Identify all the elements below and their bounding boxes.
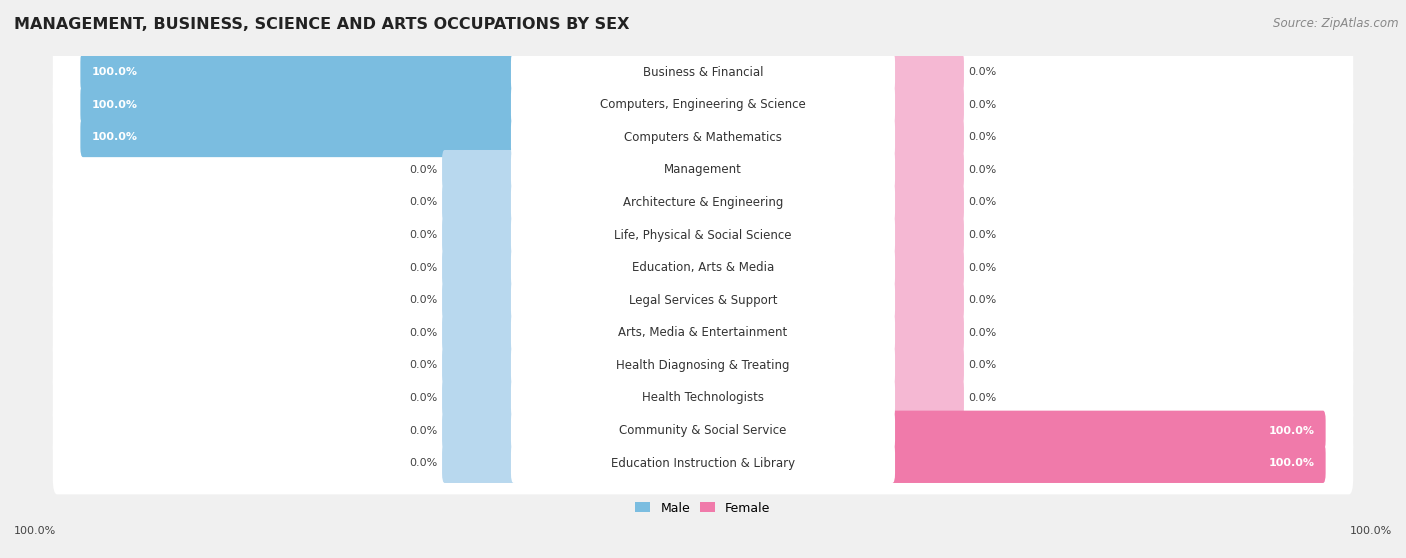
Text: 0.0%: 0.0%: [969, 360, 997, 371]
FancyBboxPatch shape: [441, 313, 516, 353]
FancyBboxPatch shape: [510, 52, 896, 92]
Text: 0.0%: 0.0%: [409, 295, 437, 305]
FancyBboxPatch shape: [510, 411, 896, 450]
Text: Education Instruction & Library: Education Instruction & Library: [612, 456, 794, 470]
FancyBboxPatch shape: [53, 41, 1353, 103]
Text: 100.0%: 100.0%: [1350, 526, 1392, 536]
FancyBboxPatch shape: [890, 280, 965, 320]
Text: 0.0%: 0.0%: [969, 263, 997, 273]
Text: Community & Social Service: Community & Social Service: [619, 424, 787, 437]
FancyBboxPatch shape: [441, 411, 516, 450]
FancyBboxPatch shape: [890, 182, 965, 222]
Text: 0.0%: 0.0%: [969, 230, 997, 240]
FancyBboxPatch shape: [890, 85, 965, 124]
FancyBboxPatch shape: [53, 74, 1353, 136]
Text: 0.0%: 0.0%: [409, 360, 437, 371]
FancyBboxPatch shape: [890, 215, 965, 255]
FancyBboxPatch shape: [441, 182, 516, 222]
FancyBboxPatch shape: [890, 443, 1326, 483]
Text: 0.0%: 0.0%: [969, 132, 997, 142]
Text: 100.0%: 100.0%: [91, 132, 138, 142]
FancyBboxPatch shape: [510, 248, 896, 287]
FancyBboxPatch shape: [890, 52, 965, 92]
Text: Life, Physical & Social Science: Life, Physical & Social Science: [614, 229, 792, 242]
Text: Legal Services & Support: Legal Services & Support: [628, 294, 778, 307]
FancyBboxPatch shape: [510, 150, 896, 190]
Text: 0.0%: 0.0%: [409, 198, 437, 208]
Text: 0.0%: 0.0%: [969, 198, 997, 208]
FancyBboxPatch shape: [80, 52, 516, 92]
FancyBboxPatch shape: [441, 248, 516, 287]
FancyBboxPatch shape: [53, 269, 1353, 331]
Text: 0.0%: 0.0%: [409, 230, 437, 240]
FancyBboxPatch shape: [510, 280, 896, 320]
Text: 0.0%: 0.0%: [969, 328, 997, 338]
FancyBboxPatch shape: [510, 182, 896, 222]
FancyBboxPatch shape: [53, 301, 1353, 364]
Text: Computers, Engineering & Science: Computers, Engineering & Science: [600, 98, 806, 111]
FancyBboxPatch shape: [53, 138, 1353, 201]
FancyBboxPatch shape: [53, 204, 1353, 266]
Text: 0.0%: 0.0%: [409, 263, 437, 273]
Text: 100.0%: 100.0%: [1268, 458, 1315, 468]
Text: Business & Financial: Business & Financial: [643, 66, 763, 79]
Text: 0.0%: 0.0%: [409, 458, 437, 468]
FancyBboxPatch shape: [890, 117, 965, 157]
Text: Management: Management: [664, 163, 742, 176]
Text: Architecture & Engineering: Architecture & Engineering: [623, 196, 783, 209]
Text: Education, Arts & Media: Education, Arts & Media: [631, 261, 775, 274]
FancyBboxPatch shape: [890, 378, 965, 418]
FancyBboxPatch shape: [890, 345, 965, 385]
FancyBboxPatch shape: [80, 117, 516, 157]
Text: 0.0%: 0.0%: [409, 328, 437, 338]
FancyBboxPatch shape: [53, 399, 1353, 462]
FancyBboxPatch shape: [441, 443, 516, 483]
Text: 0.0%: 0.0%: [969, 100, 997, 110]
FancyBboxPatch shape: [53, 237, 1353, 299]
FancyBboxPatch shape: [53, 106, 1353, 169]
Text: 0.0%: 0.0%: [969, 165, 997, 175]
FancyBboxPatch shape: [441, 345, 516, 385]
FancyBboxPatch shape: [53, 367, 1353, 429]
Text: 0.0%: 0.0%: [969, 393, 997, 403]
FancyBboxPatch shape: [441, 280, 516, 320]
Text: 100.0%: 100.0%: [14, 526, 56, 536]
FancyBboxPatch shape: [441, 378, 516, 418]
FancyBboxPatch shape: [53, 171, 1353, 234]
Text: 0.0%: 0.0%: [969, 295, 997, 305]
Text: Health Diagnosing & Treating: Health Diagnosing & Treating: [616, 359, 790, 372]
FancyBboxPatch shape: [890, 150, 965, 190]
Text: Arts, Media & Entertainment: Arts, Media & Entertainment: [619, 326, 787, 339]
Text: 100.0%: 100.0%: [91, 100, 138, 110]
Text: 0.0%: 0.0%: [969, 67, 997, 77]
Text: 0.0%: 0.0%: [409, 393, 437, 403]
Text: 100.0%: 100.0%: [91, 67, 138, 77]
FancyBboxPatch shape: [441, 215, 516, 255]
FancyBboxPatch shape: [890, 411, 1326, 450]
Text: 0.0%: 0.0%: [409, 426, 437, 435]
Text: MANAGEMENT, BUSINESS, SCIENCE AND ARTS OCCUPATIONS BY SEX: MANAGEMENT, BUSINESS, SCIENCE AND ARTS O…: [14, 17, 630, 32]
FancyBboxPatch shape: [890, 248, 965, 287]
FancyBboxPatch shape: [510, 117, 896, 157]
FancyBboxPatch shape: [510, 313, 896, 353]
FancyBboxPatch shape: [510, 345, 896, 385]
Text: 100.0%: 100.0%: [1268, 426, 1315, 435]
Text: Health Technologists: Health Technologists: [643, 391, 763, 405]
FancyBboxPatch shape: [53, 432, 1353, 494]
Text: 0.0%: 0.0%: [409, 165, 437, 175]
Legend: Male, Female: Male, Female: [631, 498, 775, 518]
Text: Source: ZipAtlas.com: Source: ZipAtlas.com: [1274, 17, 1399, 30]
Text: Computers & Mathematics: Computers & Mathematics: [624, 131, 782, 144]
FancyBboxPatch shape: [510, 215, 896, 255]
FancyBboxPatch shape: [510, 378, 896, 418]
FancyBboxPatch shape: [890, 313, 965, 353]
FancyBboxPatch shape: [53, 334, 1353, 397]
FancyBboxPatch shape: [510, 85, 896, 124]
FancyBboxPatch shape: [441, 150, 516, 190]
FancyBboxPatch shape: [80, 85, 516, 124]
FancyBboxPatch shape: [510, 443, 896, 483]
